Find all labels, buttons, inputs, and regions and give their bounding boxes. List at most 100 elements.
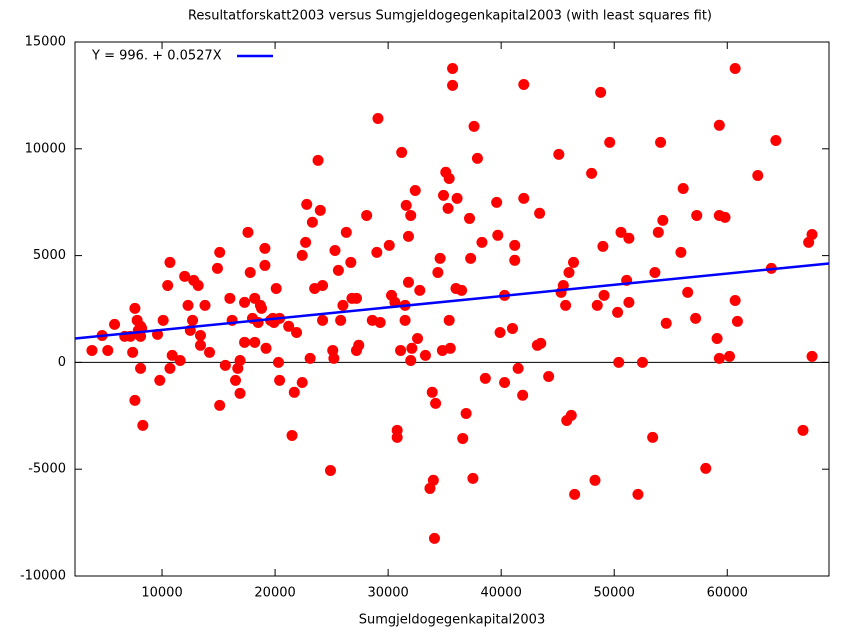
point — [682, 286, 694, 298]
point — [586, 167, 598, 179]
point — [129, 302, 141, 314]
point — [274, 374, 286, 386]
point — [615, 226, 627, 238]
point — [553, 148, 565, 160]
point — [345, 256, 357, 268]
point — [260, 342, 272, 354]
point — [512, 362, 524, 374]
point — [329, 244, 341, 256]
point — [690, 312, 702, 324]
point — [402, 276, 414, 288]
y-tick-label: 10000 — [25, 141, 66, 156]
point — [317, 314, 329, 326]
point — [164, 362, 176, 374]
point — [252, 316, 264, 328]
chart-title: Resultatforskatt2003 versus Sumgjeldogeg… — [188, 9, 712, 24]
point — [612, 306, 624, 318]
point — [414, 284, 426, 296]
point — [204, 346, 216, 358]
point — [456, 284, 468, 296]
point — [406, 342, 418, 354]
y-tick-label: 5000 — [33, 248, 66, 263]
y-tick-label: -10000 — [20, 569, 66, 584]
point — [109, 318, 121, 330]
point — [443, 172, 455, 184]
point — [242, 226, 254, 238]
point — [691, 209, 703, 221]
point — [272, 356, 284, 368]
point — [430, 397, 442, 409]
point — [509, 254, 521, 266]
point — [219, 359, 231, 371]
point — [283, 320, 295, 332]
point — [442, 202, 454, 214]
point — [400, 199, 412, 211]
point — [535, 337, 547, 349]
point — [296, 249, 308, 261]
point — [434, 252, 446, 264]
point — [317, 280, 329, 292]
point — [649, 266, 661, 278]
point — [129, 394, 141, 406]
y-tick-label: -5000 — [28, 462, 66, 477]
point — [560, 299, 572, 311]
point — [324, 464, 336, 476]
point — [244, 266, 256, 278]
point — [534, 207, 546, 219]
point — [214, 399, 226, 411]
point — [371, 246, 383, 258]
point — [479, 372, 491, 384]
point — [409, 184, 421, 196]
point — [675, 246, 687, 258]
point — [589, 474, 601, 486]
point — [713, 352, 725, 364]
point — [569, 488, 581, 500]
point — [438, 189, 450, 201]
point — [374, 316, 386, 328]
plot-frame — [74, 41, 830, 577]
point — [428, 532, 440, 544]
point — [457, 432, 469, 444]
point — [451, 192, 463, 204]
point — [211, 262, 223, 274]
point — [234, 387, 246, 399]
point — [102, 344, 114, 356]
point — [657, 214, 669, 226]
point — [613, 356, 625, 368]
point — [711, 332, 723, 344]
point — [443, 314, 455, 326]
x-axis-label: Sumgjeldogegenkapital2003 — [359, 613, 545, 628]
point — [192, 280, 204, 292]
point — [623, 296, 635, 308]
point — [770, 134, 782, 146]
point — [86, 344, 98, 356]
point — [655, 136, 667, 148]
x-tick-label: 20000 — [254, 586, 295, 601]
point — [700, 462, 712, 474]
point — [729, 294, 741, 306]
point — [491, 196, 503, 208]
point — [179, 270, 191, 282]
point — [304, 352, 316, 364]
point — [412, 332, 424, 344]
point — [595, 86, 607, 98]
point — [239, 336, 251, 348]
point — [259, 259, 271, 271]
point — [312, 154, 324, 166]
point — [604, 136, 616, 148]
point — [402, 230, 414, 242]
point — [301, 198, 313, 210]
point — [677, 183, 689, 195]
point — [296, 376, 308, 388]
point — [467, 472, 479, 484]
point — [719, 211, 731, 223]
point — [419, 349, 431, 361]
x-tick-label: 60000 — [707, 586, 748, 601]
point — [405, 354, 417, 366]
point — [806, 350, 818, 362]
point — [557, 280, 569, 292]
point — [492, 229, 504, 241]
y-tick-label: 0 — [58, 355, 66, 370]
point — [447, 62, 459, 74]
